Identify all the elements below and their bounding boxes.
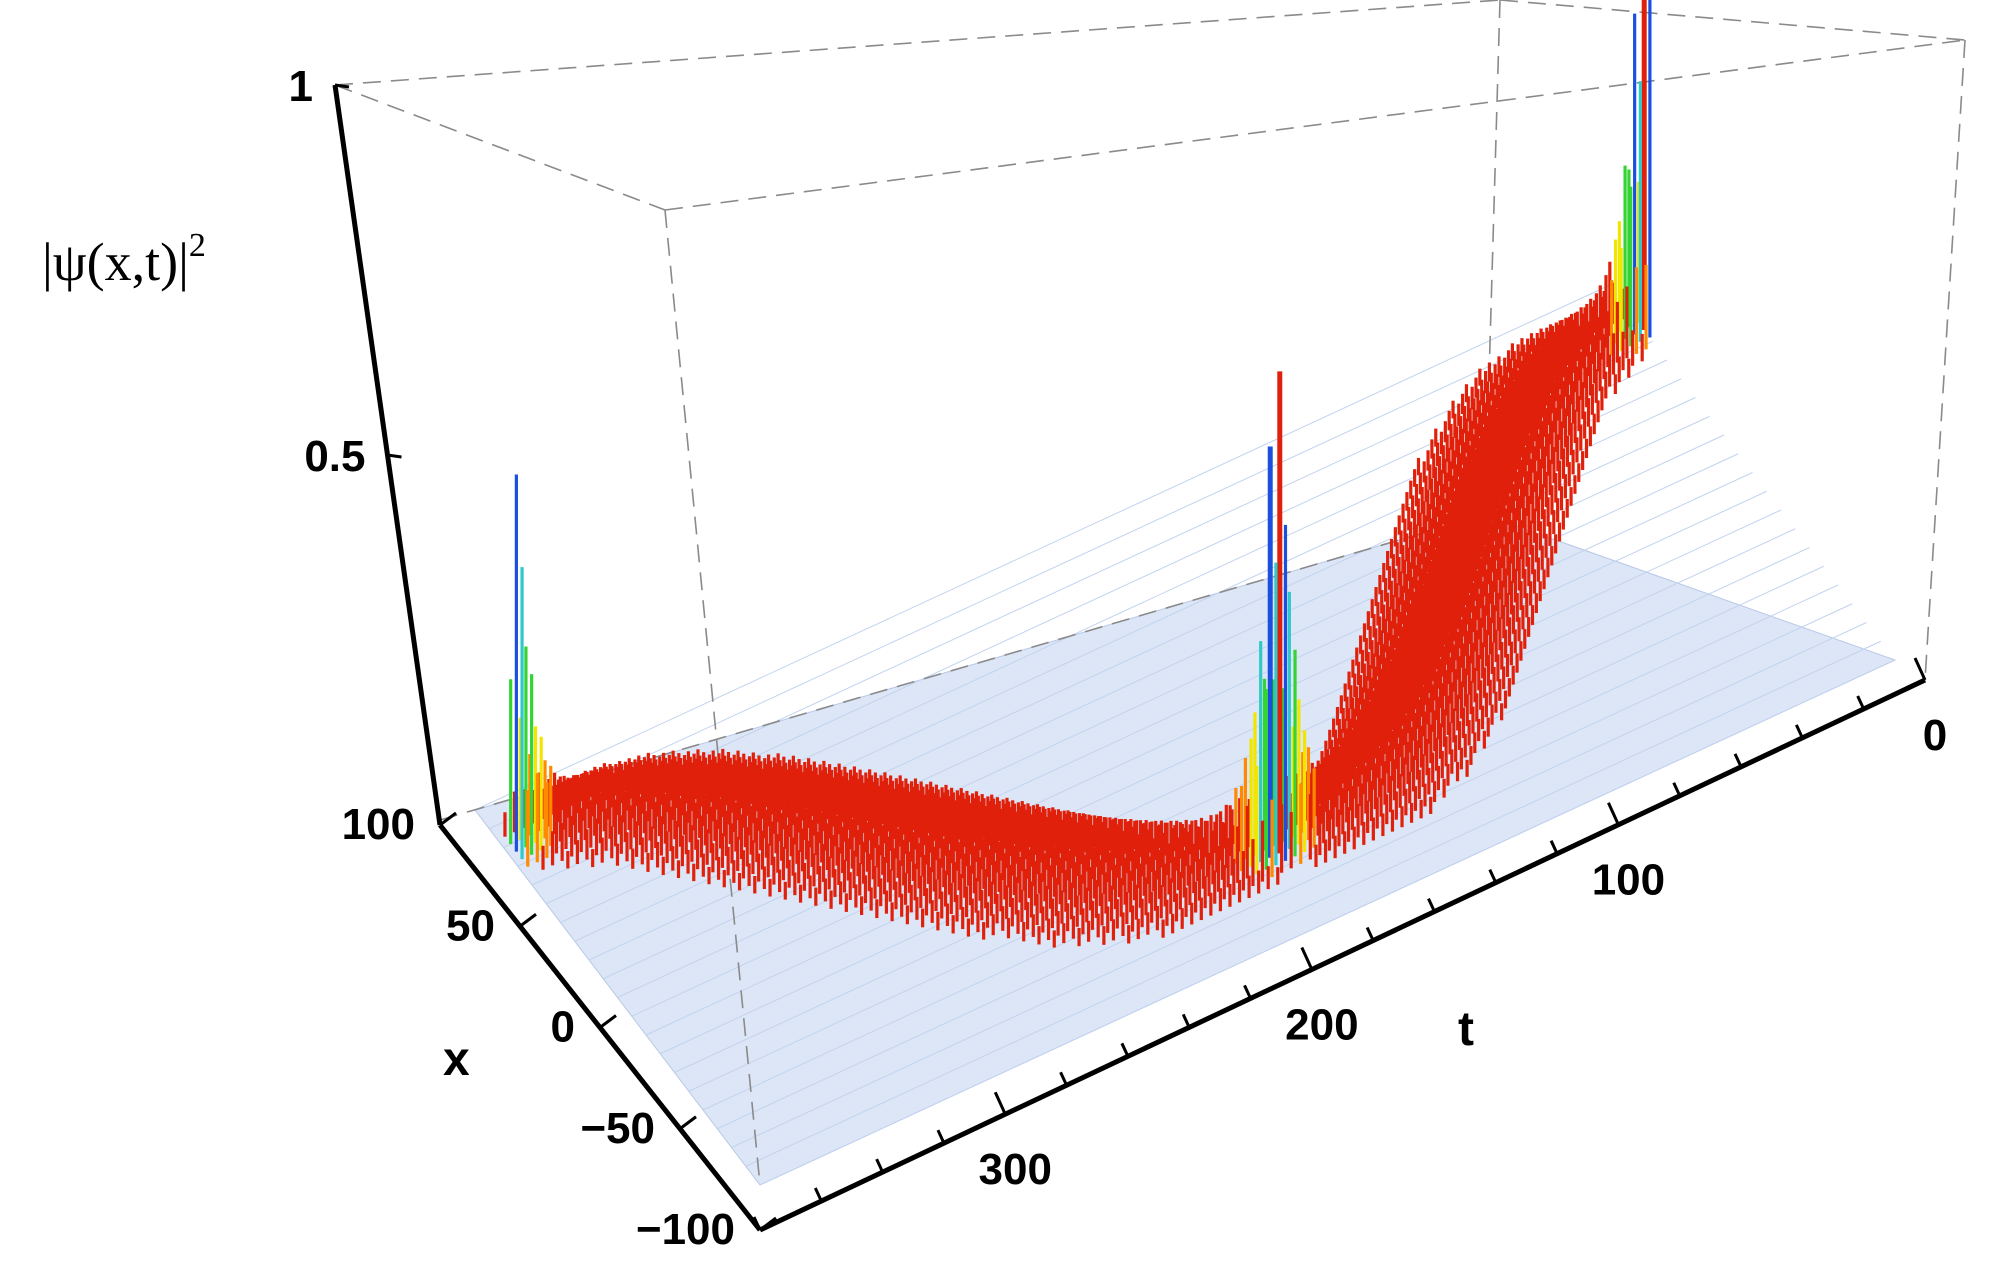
floor-grid-line: [717, 603, 1853, 1130]
t-axis-label: t: [1458, 1003, 1474, 1056]
x-axis-label: x: [443, 1033, 470, 1086]
t-tick: [936, 1129, 946, 1144]
x-tick-label: 0: [551, 1003, 575, 1052]
t-tick: [1300, 946, 1314, 971]
x-tick-label: 50: [446, 901, 495, 950]
t-tick-label: 300: [979, 1145, 1052, 1194]
floor-grid-line: [631, 490, 1767, 1017]
t-tick: [1672, 782, 1682, 797]
floor-grid: [474, 284, 1896, 1186]
z-tick: [334, 83, 350, 89]
t-tick: [1243, 984, 1252, 1000]
t-tick: [1365, 926, 1375, 942]
t-tick-label: 200: [1285, 1000, 1358, 1049]
x-tick-label: 100: [342, 800, 415, 849]
z-tick-label: 1: [289, 62, 313, 111]
t-tick: [1549, 840, 1559, 855]
floor-grid-line: [489, 303, 1625, 830]
t-tick: [1488, 869, 1498, 884]
x-tick: [599, 1014, 617, 1029]
t-tick-label: 100: [1592, 856, 1665, 905]
x-tick: [679, 1115, 697, 1130]
z-tick-label: 0.5: [304, 432, 365, 481]
t-tick: [875, 1158, 884, 1173]
t-tick: [993, 1091, 1007, 1115]
z-tick: [387, 453, 402, 459]
bounding-box: [334, 0, 1966, 1186]
t-tick: [1733, 753, 1743, 768]
x-tick: [759, 1216, 777, 1232]
floor-grid-line: [745, 640, 1881, 1167]
t-tick-label: 0: [1923, 711, 1947, 760]
t-tick: [1427, 897, 1436, 913]
t-tick: [1795, 724, 1804, 739]
x-tick: [439, 811, 457, 827]
floor-grid-line: [645, 509, 1782, 1036]
t-tick: [813, 1187, 823, 1202]
t-tick: [752, 1216, 762, 1231]
x-tick-label: −100: [636, 1205, 735, 1254]
z-axis-label: |ψ(x,t)|2: [42, 227, 206, 292]
t-tick: [1913, 657, 1927, 681]
x-tick-label: −50: [580, 1104, 655, 1153]
floor-grid-line: [759, 659, 1896, 1186]
t-axis-line: [758, 677, 1927, 1233]
t-tick: [1120, 1042, 1130, 1057]
t-tick: [1607, 802, 1620, 826]
floor-grid-line: [731, 622, 1867, 1148]
floor-grid-line: [474, 284, 1611, 811]
t-tick: [1181, 1013, 1191, 1028]
bars-layer: [503, 0, 1652, 948]
x-tick: [519, 913, 537, 928]
ticks-layer: 1 0.5 100 50 0 −50 −100 0 100 200 300: [289, 62, 1948, 1254]
floor-grid-line: [660, 528, 1796, 1055]
t-tick: [1059, 1071, 1068, 1086]
floor-grid-line: [617, 472, 1753, 998]
t-tick: [1856, 695, 1866, 710]
